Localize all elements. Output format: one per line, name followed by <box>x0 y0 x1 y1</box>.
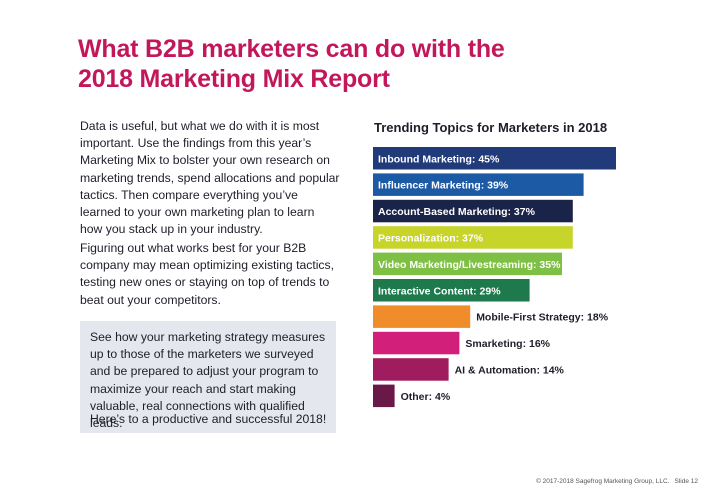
bar-6 <box>373 279 530 302</box>
bar-label-7: Mobile-First Strategy: 18% <box>476 312 609 324</box>
bar-10 <box>373 384 395 408</box>
page-title-line-1: What B2B marketers can do with the <box>78 35 505 63</box>
bar-label-5: Video Marketing/Livestreaming: 35% <box>378 259 561 271</box>
chart-title: Trending Topics for Marketers in 2018 <box>374 120 608 135</box>
bar-label-9: AI & Automation: 14% <box>455 364 565 376</box>
bar-5 <box>373 252 562 276</box>
page-title: What B2B marketers can do with the 2018 … <box>78 34 505 94</box>
bar-label-3: Account-Based Marketing: 37% <box>378 206 536 218</box>
bar-9 <box>373 358 449 381</box>
footer-copyright: © 2017-2018 Sagefrog Marketing Group, LL… <box>536 478 670 485</box>
page-title-line-2: 2018 Marketing Mix Report <box>78 65 390 93</box>
callout-closing: Here’s to a productive and successful 20… <box>90 412 327 426</box>
bar-label-10: Other: 4% <box>401 391 451 403</box>
bar-label-8: Smarketing: 16% <box>465 338 550 350</box>
bar-label-4: Personalization: 37% <box>378 232 484 244</box>
bar-1 <box>373 147 616 170</box>
callout-text: See how your marketing strategy measures… <box>90 330 326 431</box>
bar-3 <box>373 199 573 223</box>
bar-7 <box>373 305 471 328</box>
bar-label-2: Influencer Marketing: 39% <box>378 180 509 192</box>
footer: © 2017-2018 Sagefrog Marketing Group, LL… <box>536 478 698 485</box>
intro-paragraph: Data is useful, but what we do with it i… <box>80 119 340 237</box>
bar-2 <box>373 173 584 196</box>
callout-box: See how your marketing strategy measures… <box>80 321 336 433</box>
bar-4 <box>373 226 573 249</box>
bar-label-1: Inbound Marketing: 45% <box>378 153 500 165</box>
bar-label-6: Interactive Content: 29% <box>378 285 501 297</box>
second-paragraph: Figuring out what works best for your B2… <box>80 241 335 307</box>
footer-slide-number: Slide 12 <box>674 478 699 485</box>
bar-8 <box>373 331 460 355</box>
